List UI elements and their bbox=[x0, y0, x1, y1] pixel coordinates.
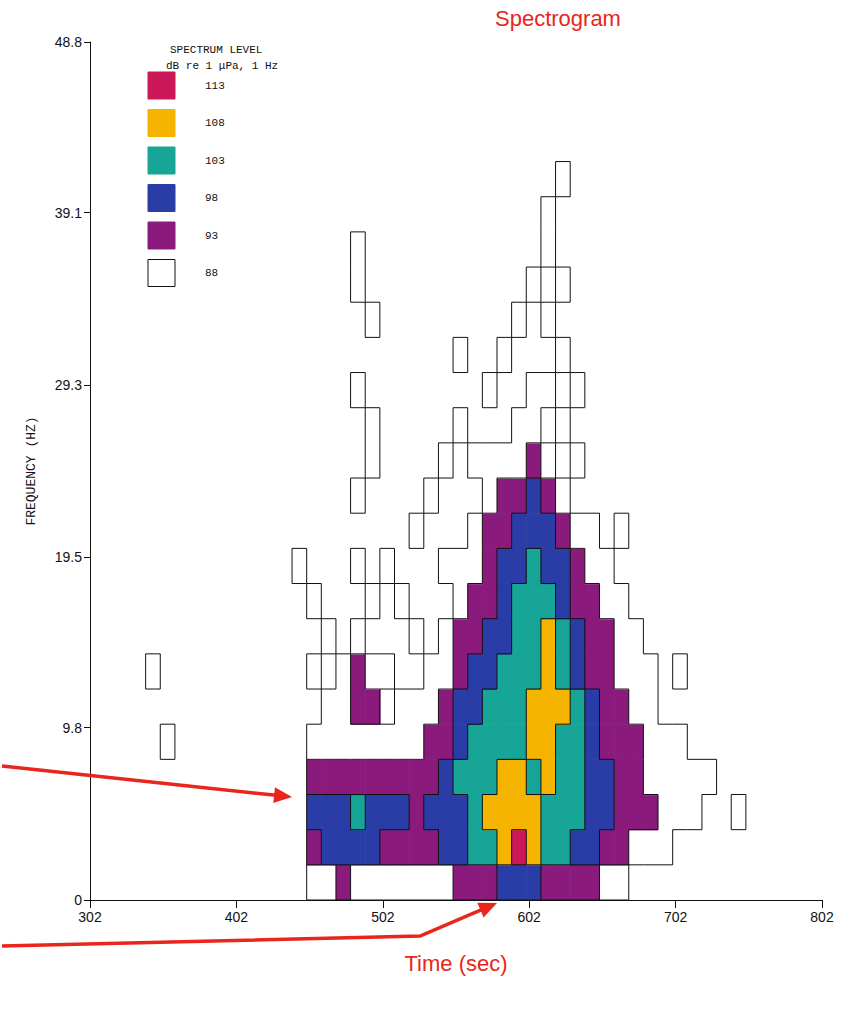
svg-text:108: 108 bbox=[205, 117, 225, 129]
svg-text:702: 702 bbox=[664, 909, 688, 925]
svg-text:98: 98 bbox=[205, 192, 218, 204]
svg-text:dB re 1 μPa, 1 Hz: dB re 1 μPa, 1 Hz bbox=[166, 60, 278, 72]
svg-text:29.3: 29.3 bbox=[55, 377, 82, 393]
svg-text:502: 502 bbox=[371, 909, 395, 925]
svg-text:802: 802 bbox=[810, 909, 834, 925]
svg-text:302: 302 bbox=[78, 909, 102, 925]
svg-text:FREQUENCY (HZ): FREQUENCY (HZ) bbox=[24, 416, 39, 525]
svg-text:39.1: 39.1 bbox=[55, 205, 82, 221]
svg-text:9.8: 9.8 bbox=[63, 720, 83, 736]
svg-text:103: 103 bbox=[205, 155, 225, 167]
svg-text:0: 0 bbox=[74, 892, 82, 908]
svg-text:Time (sec): Time (sec) bbox=[404, 951, 507, 976]
svg-text:48.8: 48.8 bbox=[55, 34, 82, 50]
svg-text:113: 113 bbox=[205, 80, 225, 92]
svg-text:602: 602 bbox=[518, 909, 542, 925]
svg-text:Spectrogram: Spectrogram bbox=[495, 6, 621, 31]
svg-text:402: 402 bbox=[225, 909, 249, 925]
svg-text:SPECTRUM LEVEL: SPECTRUM LEVEL bbox=[170, 44, 262, 56]
svg-text:93: 93 bbox=[205, 230, 218, 242]
svg-text:19.5: 19.5 bbox=[55, 549, 82, 565]
svg-text:88: 88 bbox=[205, 267, 218, 279]
